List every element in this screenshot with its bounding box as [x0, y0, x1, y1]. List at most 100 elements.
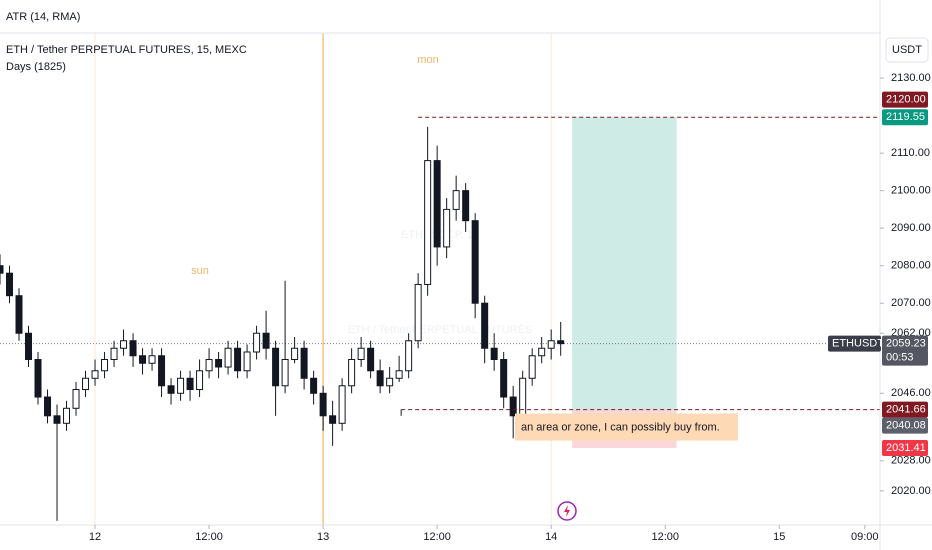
- candle-body: [509, 396, 517, 417]
- y-tick-label: 2100.00: [891, 185, 931, 197]
- candle-body: [272, 347, 280, 387]
- current-price-text: 2059.23: [886, 338, 926, 350]
- annotation-text: an area or zone, I can possibly buy from…: [521, 421, 720, 433]
- x-tick-label: 12:00: [195, 531, 223, 543]
- candle-body: [262, 332, 270, 349]
- x-tick-label: 09:00: [851, 531, 879, 543]
- candle-body: [319, 392, 327, 417]
- event-icon[interactable]: [557, 501, 577, 521]
- x-tick-label: 12:00: [423, 531, 451, 543]
- candle-body: [6, 272, 14, 297]
- candle-body: [148, 355, 156, 364]
- event-bolt[interactable]: [564, 505, 570, 517]
- candle-body: [224, 347, 232, 368]
- candle-body: [167, 385, 175, 394]
- other-price-text: 2040.08: [886, 419, 926, 431]
- candle-body: [101, 359, 109, 372]
- candle-body: [0, 265, 4, 274]
- entry-price-text: 2041.66: [886, 403, 926, 415]
- candle-body: [234, 347, 242, 372]
- target-price-text: 2119.55: [886, 111, 925, 123]
- y-tick-label: 2020.00: [891, 485, 931, 497]
- candle-body: [338, 385, 346, 424]
- candle-body: [177, 377, 185, 394]
- x-tick-label: 13: [317, 531, 329, 543]
- candle-body: [433, 160, 441, 248]
- candle-body: [158, 355, 166, 387]
- candle-body: [452, 190, 460, 210]
- candle-body: [91, 370, 99, 379]
- candle-body: [186, 377, 194, 391]
- y-tick-label: 2028.00: [891, 455, 931, 467]
- candle-body: [310, 377, 318, 394]
- candle-body: [110, 347, 118, 361]
- alert-price-box: [882, 91, 928, 108]
- currency-label[interactable]: USDT: [892, 44, 922, 56]
- under-layer: ETHUSDT.P, 15ETH / Tether PERPETUAL FUTU…: [0, 33, 880, 525]
- countdown-text: 00:53: [886, 352, 914, 364]
- candle-body: [367, 347, 375, 372]
- candle-body: [215, 359, 223, 368]
- y-tick-label: 2090.00: [891, 222, 931, 234]
- y-tick-label: 2130.00: [891, 72, 931, 84]
- candle-body: [243, 351, 251, 372]
- candles: [0, 126, 565, 521]
- indicator-label: ATR (14, RMA): [6, 11, 80, 23]
- profit-zone: [572, 117, 677, 410]
- indicator-sub: Days (1825): [6, 61, 66, 73]
- candle-body: [376, 370, 384, 387]
- candle-body: [424, 160, 432, 285]
- candle-body: [129, 340, 137, 357]
- candle-body: [395, 370, 403, 379]
- candle-body: [139, 355, 147, 364]
- candle-body: [281, 359, 289, 387]
- over-layer: an area or zone, I can possibly buy from…: [400, 116, 880, 441]
- candle-body: [500, 359, 508, 398]
- candle-body: [528, 355, 536, 379]
- candle-body: [519, 377, 527, 417]
- symbol-title: ETH / Tether PERPETUAL FUTURES, 15, MEXC: [6, 44, 247, 56]
- candle-body: [490, 347, 498, 361]
- candle-body: [386, 377, 394, 387]
- y-tick-label: 2080.00: [891, 260, 931, 272]
- watermark-sub: ETH / Tether PERPETUAL FUTURES: [348, 324, 533, 336]
- candle-body: [538, 347, 546, 357]
- candle-body: [471, 220, 479, 304]
- candle-body: [557, 340, 565, 345]
- countdown-box: [882, 349, 928, 366]
- candle-body: [15, 295, 23, 334]
- candle-body: [462, 190, 470, 222]
- session-label: mon: [417, 54, 438, 66]
- annotation-box: [515, 413, 738, 441]
- candle-body: [82, 377, 90, 391]
- current-price-box: [882, 335, 928, 352]
- candle-body: [72, 389, 80, 409]
- candle-body: [25, 332, 33, 361]
- candle-body: [405, 340, 413, 372]
- candle-body: [357, 347, 365, 361]
- candle-body: [205, 359, 213, 372]
- other-price-box: [882, 417, 928, 434]
- candle-body: [443, 208, 451, 248]
- symbol-box: [828, 335, 881, 352]
- x-tick-label: 15: [773, 531, 785, 543]
- candle-body: [53, 415, 61, 424]
- candle-body: [63, 407, 71, 424]
- candle-body: [44, 396, 52, 417]
- alert-price-text: 2120.00: [886, 93, 926, 105]
- stop-price-text: 2031.41: [886, 442, 926, 454]
- candle-body: [34, 359, 42, 398]
- x-tick-label: 14: [545, 531, 557, 543]
- y-tick-label: 2070.00: [891, 297, 931, 309]
- candle-body: [547, 340, 555, 349]
- candle-body: [329, 415, 337, 424]
- candle-body: [196, 370, 204, 391]
- candle-body: [291, 347, 299, 361]
- currency-button[interactable]: [885, 37, 929, 63]
- candle-body: [253, 332, 261, 353]
- candle-body: [481, 302, 489, 349]
- target-price-box: [882, 109, 928, 126]
